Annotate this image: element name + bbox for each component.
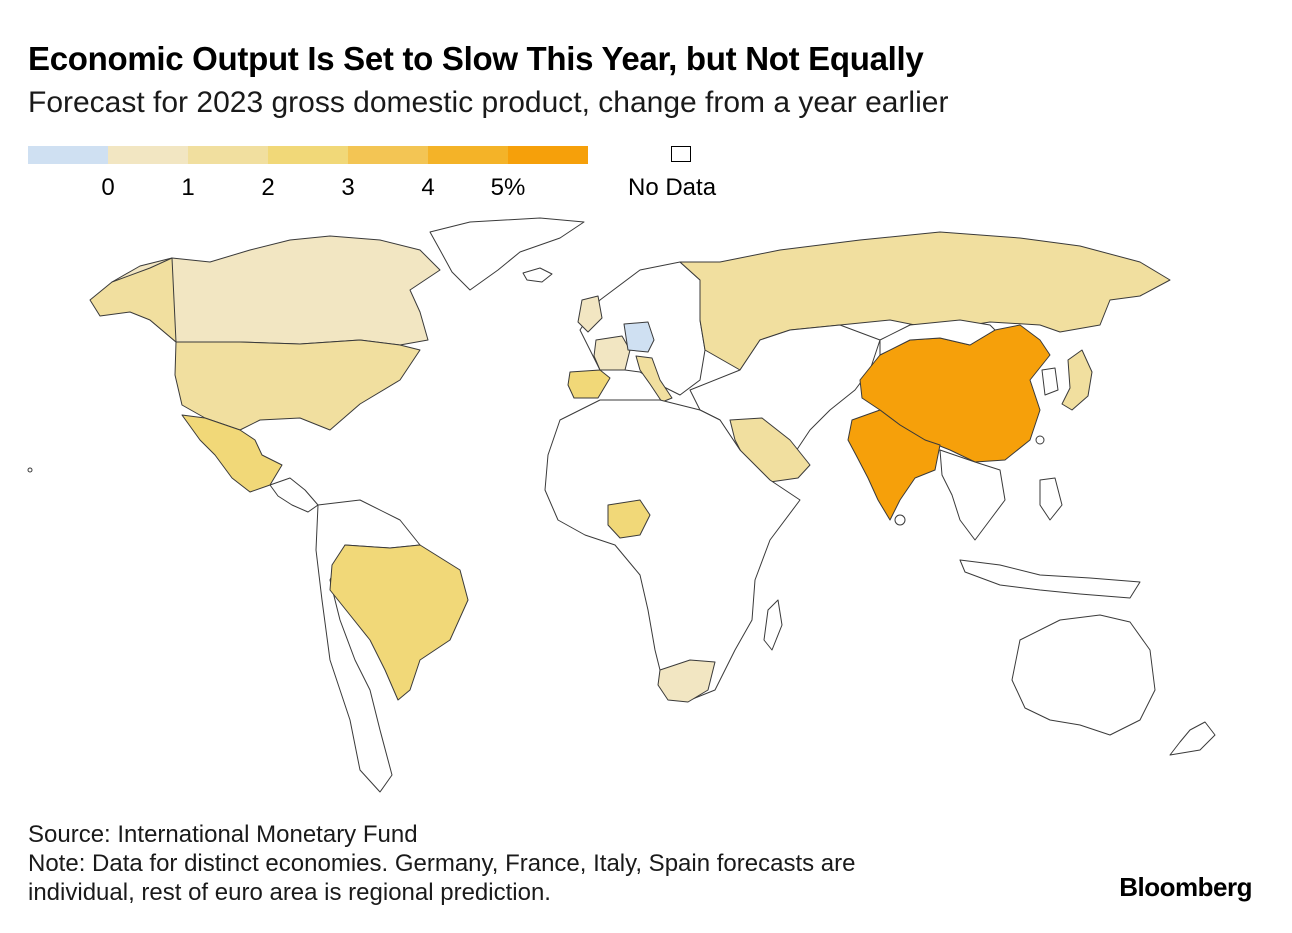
legend-swatch-above-5 — [508, 146, 588, 164]
country-hawaii — [27, 467, 33, 473]
country-germany — [623, 321, 655, 353]
country-greenland — [429, 217, 585, 291]
chart-subtitle: Forecast for 2023 gross domestic product… — [28, 86, 949, 119]
legend-tick-4: 4 — [421, 174, 435, 201]
legend-swatch-3-4 — [348, 146, 428, 164]
legend-tick-5: 5% — [490, 174, 526, 201]
note-line-1: Note: Data for distinct economies. Germa… — [28, 850, 856, 877]
chart-title: Economic Output Is Set to Slow This Year… — [28, 40, 924, 77]
country-australia — [1011, 614, 1156, 736]
legend-swatch-1-2 — [188, 146, 268, 164]
no-data-legend: No Data — [628, 146, 738, 206]
legend-swatch-below-0 — [28, 146, 108, 164]
country-indonesia — [959, 559, 1141, 599]
no-data-swatch — [671, 146, 691, 162]
world-map-svg — [27, 217, 1216, 793]
country-korea — [1041, 367, 1059, 396]
country-south-africa — [657, 659, 716, 703]
country-iceland — [522, 267, 553, 283]
note-line-2: individual, rest of euro area is regiona… — [28, 879, 551, 906]
legend-swatch-4-5 — [428, 146, 508, 164]
no-data-label: No Data — [628, 174, 717, 201]
legend-tick-2: 2 — [261, 174, 275, 201]
country-southeast-asia — [939, 449, 1006, 541]
color-legend: 0 1 2 3 4 5% — [28, 146, 588, 206]
country-mexico — [181, 414, 283, 493]
country-united-kingdom — [577, 295, 603, 333]
country-new-zealand — [1169, 721, 1216, 756]
country-nigeria — [607, 499, 651, 539]
country-africa — [544, 399, 801, 701]
legend-tick-1: 1 — [181, 174, 195, 201]
country-united-states — [174, 339, 421, 431]
source-note: Source: International Monetary Fund — [28, 821, 418, 848]
country-taiwan — [1035, 435, 1045, 445]
legend-tick-0: 0 — [101, 174, 115, 201]
chart-footer: Source: International Monetary Fund Note… — [28, 820, 855, 907]
country-brazil — [329, 544, 469, 701]
bloomberg-logo: Bloomberg — [1119, 872, 1252, 902]
legend-tick-3: 3 — [341, 174, 355, 201]
country-madagascar — [763, 599, 783, 651]
legend-swatch-0-1 — [108, 146, 188, 164]
country-spain — [567, 369, 611, 399]
country-india — [847, 409, 941, 521]
country-sri-lanka — [894, 514, 906, 526]
country-philippines — [1039, 477, 1063, 521]
country-italy — [635, 355, 673, 403]
country-japan — [1061, 349, 1093, 411]
country-mongolia — [879, 319, 996, 356]
country-france — [593, 335, 631, 371]
country-central-america — [269, 477, 319, 513]
world-map — [0, 210, 1292, 810]
legend-swatch-2-3 — [268, 146, 348, 164]
